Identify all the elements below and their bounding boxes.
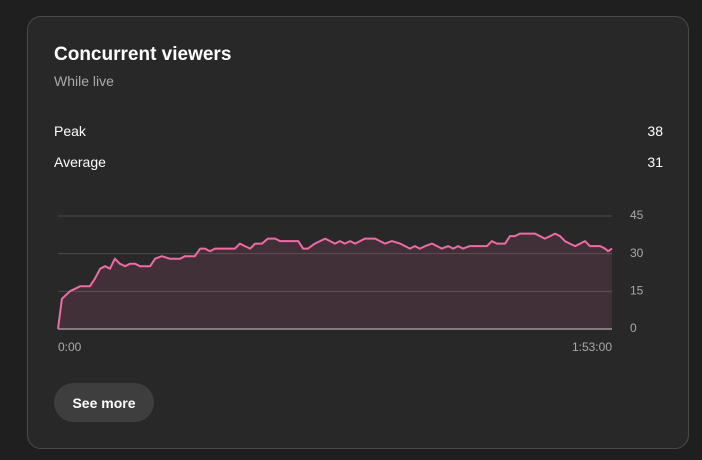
- y-tick-label: 15: [630, 284, 644, 298]
- stat-value: 38: [647, 123, 663, 139]
- stat-label: Peak: [54, 123, 86, 139]
- y-tick-label: 0: [630, 321, 637, 335]
- card-title: Concurrent viewers: [54, 44, 232, 65]
- area-fill: [58, 233, 612, 329]
- line: [57, 232, 613, 330]
- y-tick-label: 45: [630, 208, 644, 222]
- y-tick-label: 30: [630, 246, 644, 260]
- stat-row: Peak 38: [54, 123, 663, 139]
- stat-value: 31: [647, 154, 663, 170]
- card-subtitle: While live: [54, 73, 114, 89]
- see-more-button[interactable]: See more: [54, 383, 154, 422]
- x-tick-label: 0:00: [58, 340, 82, 354]
- x-tick-label: 1:53:00: [572, 340, 612, 354]
- stat-row: Average 31: [54, 154, 663, 170]
- stat-label: Average: [54, 154, 106, 170]
- card: Concurrent viewers While live Peak 38 Av…: [27, 16, 689, 449]
